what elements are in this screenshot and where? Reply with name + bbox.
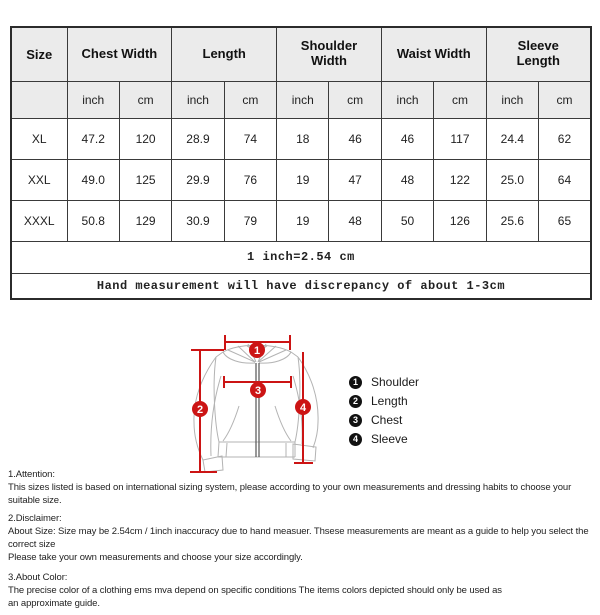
value-cell: 47.2 bbox=[66, 117, 120, 160]
marker-badge-chest: 3 bbox=[250, 382, 266, 398]
legend-item-shoulder: 1 Shoulder bbox=[349, 373, 419, 391]
value-cell: 129 bbox=[118, 199, 173, 242]
value-cell: 50.8 bbox=[66, 199, 120, 242]
chest-width-header: Chest Width bbox=[66, 26, 173, 82]
unit-header-cell: inch bbox=[171, 80, 225, 119]
section-line: an approximate guide. bbox=[8, 598, 100, 609]
unit-header-cell: cm bbox=[328, 80, 382, 119]
chest-measure-line bbox=[223, 376, 292, 388]
unit-header-cell: cm bbox=[223, 80, 278, 119]
legend-item-sleeve: 4 Sleeve bbox=[349, 430, 419, 448]
svg-text:2: 2 bbox=[197, 404, 203, 416]
marker-badge-shoulder: 1 bbox=[249, 342, 265, 358]
measurement-legend: 1 Shoulder 2 Length 3 Chest 4 Sleeve bbox=[349, 373, 419, 449]
value-cell: 18 bbox=[276, 117, 330, 160]
section-line: The precise color of a clothing ems mva … bbox=[8, 585, 502, 596]
legend-label: Length bbox=[371, 394, 408, 408]
value-cell: 50 bbox=[380, 199, 435, 242]
section-heading: 1.Attention: bbox=[8, 469, 55, 480]
legend-label: Sleeve bbox=[371, 432, 408, 446]
about-color-section: 3.About Color: The precise color of a cl… bbox=[8, 571, 598, 610]
value-cell: 126 bbox=[433, 199, 487, 242]
section-line: This sizes listed is based on internatio… bbox=[8, 482, 572, 506]
disclaimer-section: 2.Disclaimer: About Size: Size may be 2.… bbox=[8, 512, 598, 564]
legend-badge-3: 3 bbox=[349, 413, 362, 427]
value-cell: 49.0 bbox=[66, 158, 120, 201]
value-cell: 19 bbox=[276, 158, 330, 201]
value-cell: 120 bbox=[118, 117, 173, 160]
zipper-line bbox=[255, 363, 260, 457]
legend-item-length: 2 Length bbox=[349, 392, 419, 410]
size-cell: XXL bbox=[10, 158, 68, 201]
value-cell: 48 bbox=[380, 158, 435, 201]
section-heading: 3.About Color: bbox=[8, 572, 68, 583]
value-cell: 28.9 bbox=[171, 117, 225, 160]
value-cell: 64 bbox=[538, 158, 592, 201]
inch-conversion-note: 1 inch=2.54 cm bbox=[10, 240, 592, 274]
table-row-xl: XL 47.2 120 28.9 74 18 46 46 117 24.4 62 bbox=[10, 117, 592, 160]
value-cell: 74 bbox=[223, 117, 278, 160]
value-cell: 65 bbox=[538, 199, 592, 242]
legend-badge-2: 2 bbox=[349, 394, 362, 408]
unit-header-cell: inch bbox=[276, 80, 330, 119]
value-cell: 125 bbox=[118, 158, 173, 201]
note-row: Hand measurement will have discrepancy o… bbox=[10, 272, 592, 300]
unit-header-cell: inch bbox=[380, 80, 435, 119]
value-cell: 46 bbox=[380, 117, 435, 160]
value-cell: 76 bbox=[223, 158, 278, 201]
svg-text:3: 3 bbox=[255, 385, 261, 397]
marker-badge-sleeve: 4 bbox=[295, 399, 311, 415]
value-cell: 25.0 bbox=[485, 158, 540, 201]
shoulder-measure-line bbox=[224, 335, 291, 350]
sleeve-length-header: Sleeve Length bbox=[485, 26, 592, 82]
unit-header-cell: inch bbox=[66, 80, 120, 119]
unit-header-cell: inch bbox=[485, 80, 540, 119]
unit-header-cell: cm bbox=[433, 80, 487, 119]
value-cell: 25.6 bbox=[485, 199, 540, 242]
svg-text:1: 1 bbox=[254, 345, 260, 357]
section-line: About Size: Size may be 2.54cm / 1inch i… bbox=[8, 526, 589, 550]
value-cell: 79 bbox=[223, 199, 278, 242]
size-chart-table: Size Chest Width Length Shoulder Width W… bbox=[10, 26, 592, 300]
value-cell: 62 bbox=[538, 117, 592, 160]
waist-width-header: Waist Width bbox=[380, 26, 487, 82]
marker-badge-length: 2 bbox=[192, 401, 208, 417]
attention-section: 1.Attention: This sizes listed is based … bbox=[8, 468, 598, 507]
size-chart-page: Size Chest Width Length Shoulder Width W… bbox=[8, 26, 592, 609]
svg-text:4: 4 bbox=[300, 402, 307, 414]
fine-print: 1.Attention: This sizes listed is based … bbox=[8, 468, 598, 615]
size-cell: XL bbox=[10, 117, 68, 160]
size-cell: XXXL bbox=[10, 199, 68, 242]
length-header: Length bbox=[171, 26, 278, 82]
value-cell: 48 bbox=[328, 199, 382, 242]
empty-unit-cell bbox=[10, 80, 68, 119]
unit-header-cell: cm bbox=[118, 80, 173, 119]
shoulder-width-header: Shoulder Width bbox=[276, 26, 382, 82]
value-cell: 24.4 bbox=[485, 117, 540, 160]
value-cell: 19 bbox=[276, 199, 330, 242]
section-line: Please take your own measurements and ch… bbox=[8, 552, 303, 563]
size-column-header: Size bbox=[10, 26, 68, 82]
value-cell: 117 bbox=[433, 117, 487, 160]
legend-item-chest: 3 Chest bbox=[349, 411, 419, 429]
legend-badge-4: 4 bbox=[349, 432, 362, 446]
value-cell: 46 bbox=[328, 117, 382, 160]
table-row-xxl: XXL 49.0 125 29.9 76 19 47 48 122 25.0 6… bbox=[10, 158, 592, 201]
note-row: 1 inch=2.54 cm bbox=[10, 240, 592, 274]
value-cell: 47 bbox=[328, 158, 382, 201]
value-cell: 30.9 bbox=[171, 199, 225, 242]
value-cell: 122 bbox=[433, 158, 487, 201]
legend-label: Shoulder bbox=[371, 375, 420, 389]
value-cell: 29.9 bbox=[171, 158, 225, 201]
legend-label: Chest bbox=[371, 413, 403, 427]
legend-badge-1: 1 bbox=[349, 375, 362, 389]
section-heading: 2.Disclaimer: bbox=[8, 513, 62, 524]
jacket-measurement-diagram: 1 2 3 4 bbox=[190, 335, 319, 473]
hand-measurement-note: Hand measurement will have discrepancy o… bbox=[10, 272, 592, 300]
table-row-xxxl: XXXL 50.8 129 30.9 79 19 48 50 126 25.6 … bbox=[10, 199, 592, 242]
unit-header-cell: cm bbox=[538, 80, 592, 119]
